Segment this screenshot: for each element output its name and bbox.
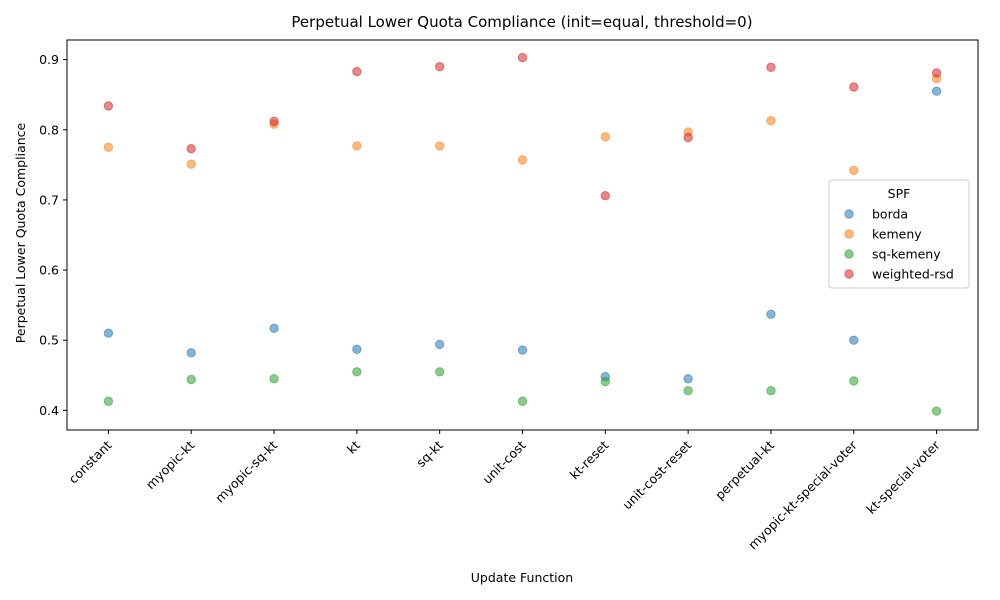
x-tick-label: unit-cost: [479, 437, 528, 486]
y-tick-label: 0.4: [39, 403, 59, 418]
x-tick-label: myopic-kt: [143, 437, 198, 492]
legend-marker-kemeny: [844, 229, 854, 239]
point-kemeny: [600, 132, 611, 142]
x-tick-label: myopic-sq-kt: [212, 437, 280, 505]
x-tick-label: constant: [65, 437, 114, 486]
x-tick-label: kt-reset: [567, 437, 612, 482]
point-weighted-rsd: [434, 61, 445, 72]
point-sq-kemeny: [849, 376, 859, 386]
point-weighted-rsd: [186, 144, 196, 154]
x-tick-label: kt-special-voter: [863, 437, 943, 517]
point-kemeny: [103, 142, 114, 153]
point-weighted-rsd: [103, 101, 114, 111]
point-borda: [434, 339, 445, 350]
point-weighted-rsd: [517, 52, 528, 63]
point-sq-kemeny: [600, 376, 611, 387]
point-kemeny: [434, 141, 445, 151]
point-sq-kemeny: [931, 406, 942, 416]
point-weighted-rsd: [931, 68, 942, 78]
legend-label-weighted-rsd: weighted-rsd: [872, 267, 954, 282]
legend-label-sq-kemeny: sq-kemeny: [872, 247, 941, 262]
point-borda: [766, 309, 776, 319]
y-axis-label: Perpetual Lower Quota Compliance: [13, 122, 28, 343]
point-borda: [849, 335, 859, 345]
point-sq-kemeny: [766, 386, 776, 396]
legend-label-borda: borda: [872, 207, 908, 222]
point-borda: [931, 86, 942, 96]
point-kemeny: [186, 159, 196, 169]
legend-marker-borda: [844, 209, 854, 219]
x-tick-label: perpetual-kt: [712, 437, 777, 502]
point-sq-kemeny: [683, 386, 693, 396]
point-sq-kemeny: [434, 367, 445, 377]
legend-label-kemeny: kemeny: [872, 227, 922, 242]
point-sq-kemeny: [352, 367, 362, 377]
legend: SPF borda kemeny sq-kemeny weighted-rsd: [828, 179, 970, 289]
point-sq-kemeny: [186, 374, 196, 385]
x-tick-label: sq-kt: [413, 437, 446, 470]
point-sq-kemeny: [103, 396, 114, 406]
point-weighted-rsd: [849, 82, 859, 92]
point-weighted-rsd: [683, 132, 693, 143]
legend-marker-weighted-rsd: [844, 269, 854, 279]
x-tick-label: unit-cost-reset: [619, 437, 694, 512]
x-axis-label: Update Function: [471, 570, 573, 585]
point-sq-kemeny: [269, 374, 279, 384]
point-weighted-rsd: [352, 66, 362, 77]
point-weighted-rsd: [600, 191, 611, 201]
point-borda: [517, 345, 528, 355]
point-borda: [103, 328, 114, 338]
legend-title: SPF: [888, 186, 911, 201]
y-tick-label: 0.7: [39, 192, 59, 207]
chart-title: Perpetual Lower Quota Compliance (init=e…: [291, 13, 752, 31]
point-sq-kemeny: [517, 396, 528, 406]
y-tick-label: 0.5: [39, 333, 59, 348]
point-weighted-rsd: [766, 62, 776, 73]
y-tick-label: 0.6: [39, 263, 59, 278]
y-tick-label: 0.9: [39, 52, 59, 67]
point-kemeny: [766, 115, 776, 126]
point-weighted-rsd: [269, 116, 279, 127]
legend-marker-sq-kemeny: [844, 249, 854, 259]
point-borda: [352, 344, 362, 355]
point-kemeny: [517, 155, 528, 165]
point-kemeny: [849, 165, 859, 176]
legend-box: [828, 179, 970, 289]
point-borda: [683, 374, 693, 384]
point-kemeny: [352, 141, 362, 151]
point-borda: [269, 323, 279, 333]
y-tick-label: 0.8: [39, 122, 59, 137]
point-borda: [186, 348, 196, 358]
x-tick-label: kt: [344, 437, 363, 456]
